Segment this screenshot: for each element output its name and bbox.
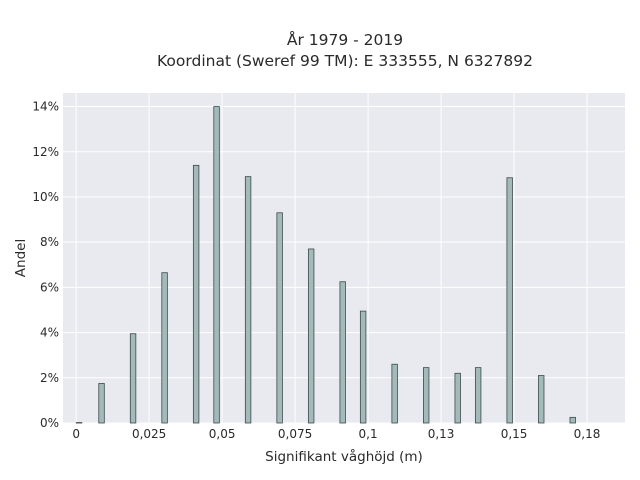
y-tick-label-0: 0% xyxy=(40,416,59,430)
y-tick-label-1: 2% xyxy=(40,371,59,385)
bar-0 xyxy=(75,422,83,424)
y-tick-label-4: 8% xyxy=(40,235,59,249)
x-tick-labels: 0 0,025 0,05 0,075 0,1 0,13 0,15 0,18 xyxy=(72,427,600,441)
bar-16 xyxy=(538,375,545,424)
x-tick-label-5: 0,13 xyxy=(428,427,455,441)
bar-10 xyxy=(359,310,367,424)
bar-11 xyxy=(391,363,398,424)
y-tick-label-3: 6% xyxy=(40,280,59,294)
bar-6 xyxy=(244,176,252,424)
x-tick-label-4: 0,1 xyxy=(359,427,378,441)
y-tick-label-6: 12% xyxy=(32,145,59,159)
bar-13 xyxy=(454,372,461,424)
bar-3 xyxy=(161,272,168,424)
y-tick-label-5: 10% xyxy=(32,190,59,204)
bar-12 xyxy=(423,367,430,424)
y-axis-label: Andel xyxy=(13,239,29,277)
bar-15 xyxy=(506,177,513,424)
bar-9 xyxy=(339,281,346,424)
x-tick-label-1: 0,025 xyxy=(132,427,166,441)
x-tick-label-0: 0 xyxy=(72,427,80,441)
y-tick-labels: 0% 2% 4% 6% 8% 10% 12% 14% xyxy=(32,100,59,430)
y-tick-label-2: 4% xyxy=(40,326,59,340)
bar-5 xyxy=(213,106,220,424)
bar-14 xyxy=(474,367,482,424)
bar-8 xyxy=(307,248,315,424)
x-tick-label-7: 0,18 xyxy=(574,427,601,441)
bar-7 xyxy=(276,212,283,424)
bar-1 xyxy=(98,383,105,424)
bar-layer xyxy=(75,106,576,424)
x-axis-label: Signifikant våghöjd (m) xyxy=(265,448,423,465)
chart-title-line2: Koordinat (Sweref 99 TM): E 333555, N 63… xyxy=(157,52,533,70)
y-tick-label-7: 14% xyxy=(32,100,59,114)
chart-title-line1: År 1979 - 2019 xyxy=(287,30,403,49)
bar-17 xyxy=(569,416,576,424)
x-tick-label-6: 0,15 xyxy=(501,427,528,441)
x-tick-label-3: 0,075 xyxy=(278,427,312,441)
x-tick-label-2: 0,05 xyxy=(209,427,236,441)
bar-4 xyxy=(192,164,200,424)
bar-2 xyxy=(129,333,137,424)
